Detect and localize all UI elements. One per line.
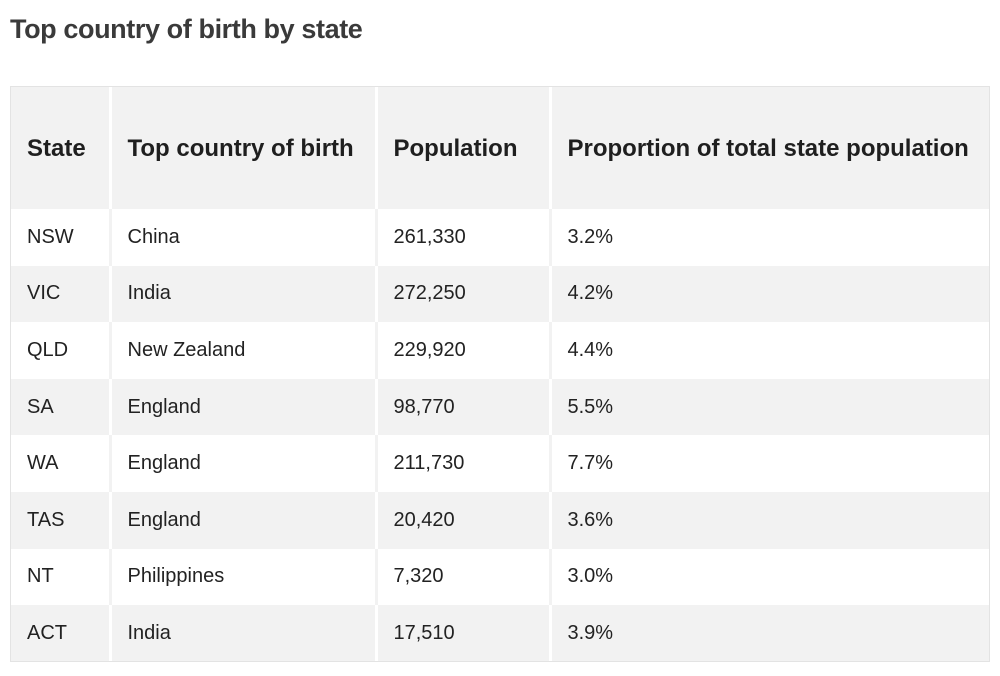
cell-population: 272,250	[374, 265, 550, 323]
cell-state: VIC	[27, 282, 61, 305]
cell-country: India	[108, 265, 376, 323]
cell-state: QLD	[27, 338, 69, 361]
cell-proportion: 3.6%	[548, 491, 989, 549]
cell-population: 261,330	[374, 209, 550, 266]
cell-population: 17,510	[374, 605, 550, 661]
cell-country: India	[108, 605, 376, 661]
cell-proportion: 7.7%	[548, 435, 989, 492]
table-header-row: State Top country of birth Population Pr…	[11, 87, 989, 209]
cell-proportion: 4.4%	[548, 322, 989, 379]
table-row: SA England 98,770 5.5%	[11, 378, 989, 436]
table-row: TAS England 20,420 3.6%	[11, 491, 989, 549]
table-row: QLD New Zealand 229,920 4.4%	[11, 322, 989, 379]
cell-proportion: 3.0%	[548, 548, 989, 606]
cell-country: England	[108, 435, 376, 492]
cell-proportion: 3.9%	[548, 605, 989, 661]
cell-country: Philippines	[108, 548, 376, 606]
table-row: NT Philippines 7,320 3.0%	[11, 548, 989, 606]
table-row: VIC India 272,250 4.2%	[11, 265, 989, 323]
cell-proportion: 3.2%	[548, 209, 989, 266]
cell-country: England	[108, 491, 376, 549]
cell-state: WA	[27, 452, 59, 475]
table-row: NSW China 261,330 3.2%	[11, 209, 989, 266]
column-header-population: Population	[374, 87, 550, 209]
cell-state: TAS	[27, 508, 65, 531]
page-title: Top country of birth by state	[10, 14, 363, 44]
cell-proportion: 5.5%	[548, 378, 989, 436]
birth-country-table: State Top country of birth Population Pr…	[11, 87, 989, 661]
table-row: WA England 211,730 7.7%	[11, 435, 989, 492]
column-header-proportion: Proportion of total state population	[548, 87, 989, 209]
cell-state: SA	[27, 395, 54, 418]
cell-state: NSW	[27, 225, 74, 248]
cell-state: NT	[27, 565, 54, 588]
cell-population: 211,730	[374, 435, 550, 492]
cell-country: England	[108, 378, 376, 436]
column-header-state: State	[27, 134, 86, 162]
column-header-top-country: Top country of birth	[108, 87, 376, 209]
cell-population: 229,920	[374, 322, 550, 379]
cell-country: China	[108, 209, 376, 266]
cell-population: 20,420	[374, 491, 550, 549]
cell-population: 98,770	[374, 378, 550, 436]
cell-proportion: 4.2%	[548, 265, 989, 323]
cell-state: ACT	[27, 621, 67, 644]
cell-population: 7,320	[374, 548, 550, 606]
data-table-container: State Top country of birth Population Pr…	[10, 86, 990, 662]
cell-country: New Zealand	[108, 322, 376, 379]
table-row: ACT India 17,510 3.9%	[11, 605, 989, 661]
